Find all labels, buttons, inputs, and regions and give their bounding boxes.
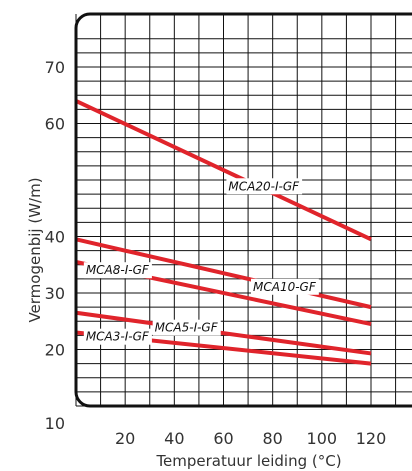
series-label-background <box>83 262 152 279</box>
x-axis-label: Temperatuur leiding (°C) <box>155 452 341 470</box>
y-tick-label: 30 <box>45 284 65 303</box>
x-tick-labels: 20 40 60 80 100 120 <box>115 429 386 448</box>
y-tick-label: 40 <box>45 228 65 247</box>
y-tick-label: 70 <box>45 58 65 77</box>
x-tick-label: 60 <box>213 429 233 448</box>
series-line-mca5-i-gf <box>75 310 372 356</box>
series-label-mca5-i-gf: MCA5-I-GF <box>155 321 219 335</box>
series-label-mca8-i-gf: MCA8-I-GF <box>86 263 150 277</box>
x-tick-label: 40 <box>164 429 184 448</box>
series-label-mca10-gf: MCA10-GF <box>253 280 317 294</box>
series-label-background <box>83 328 152 345</box>
series-label-background <box>251 278 319 295</box>
grid-lines <box>75 14 412 407</box>
series-label-mca20-i-gf: MCA20-I-GF <box>228 179 300 193</box>
y-tick-label: 20 <box>45 341 65 360</box>
x-tick-label: 20 <box>115 429 135 448</box>
y-tick-label: 10 <box>45 414 65 433</box>
series-line-mca20-i-gf <box>75 99 372 242</box>
series-label-background <box>152 319 221 336</box>
y-axis-label: Vermogenbij (W/m) <box>26 177 44 322</box>
y-tick-label: 60 <box>45 115 65 134</box>
series-label-mca3-i-gf: MCA3-I-GF <box>86 330 150 344</box>
series-label-background <box>226 178 303 195</box>
plot-frame <box>74 12 412 408</box>
x-tick-label: 120 <box>356 429 387 448</box>
series-labels: MCA20-I-GF MCA10-GF MCA8-I-GF MCA5-I-GF MCA3… <box>83 178 319 345</box>
x-tick-label: 100 <box>307 429 338 448</box>
y-tick-labels: 10 20 30 40 60 70 <box>45 58 65 433</box>
x-tick-label: 80 <box>262 429 282 448</box>
series-line-mca10-gf <box>75 237 372 310</box>
